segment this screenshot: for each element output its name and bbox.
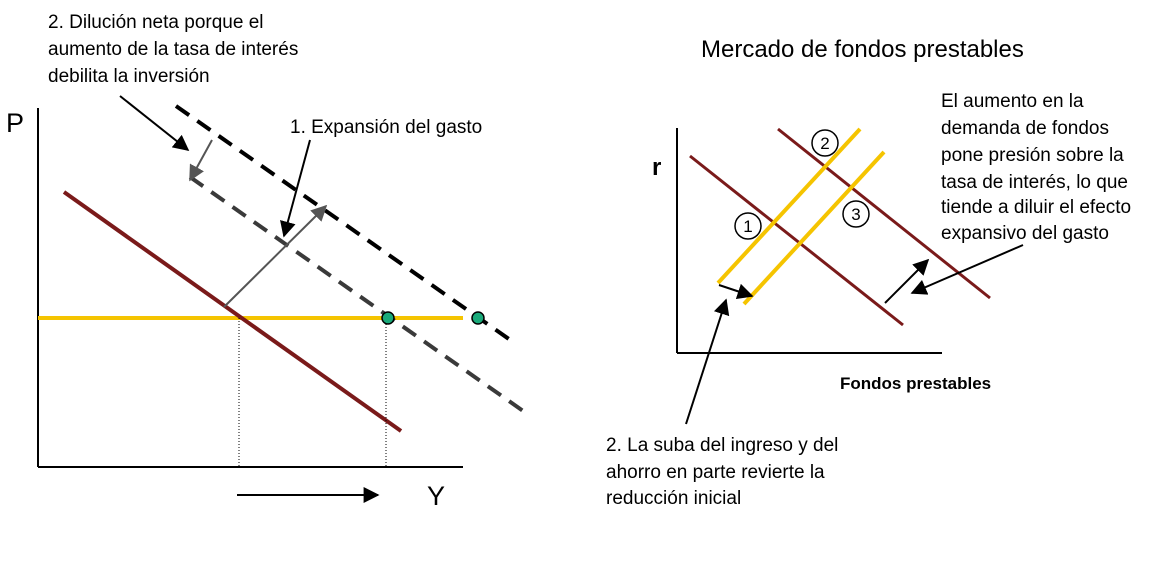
left-net-demand-dashed [188, 175, 528, 415]
step-marker-1-label: 1 [743, 217, 752, 236]
right-supply-shift-arrow [718, 283, 754, 300]
left-annotation-expansion: 1. Expansión del gasto [290, 117, 482, 138]
dilution-line-3: debilita la inversión [48, 66, 210, 87]
income-note-line-3: reducción inicial [606, 488, 741, 509]
expansion-pointer-arrow [280, 139, 311, 238]
left-diagram: P Y 2. Dilución neta porque el aumento d… [6, 12, 528, 511]
income-note-pointer-arrow [685, 298, 730, 425]
dilution-pointer-arrow [119, 95, 190, 151]
right-demand-shift-arrow [884, 258, 930, 304]
demand-note-line-4: tasa de interés, lo que [941, 172, 1128, 193]
left-equilibrium-dot-2 [471, 311, 485, 325]
right-diagram: Mercado de fondos prestables r Fondos pr… [606, 36, 1136, 509]
right-original-supply-line [716, 127, 862, 285]
dilution-line-2: aumento de la tasa de interés [48, 39, 298, 60]
income-note-line-2: ahorro en parte revierte la [606, 462, 825, 483]
demand-note-line-2: demanda de fondos [941, 118, 1109, 139]
right-original-demand-line [689, 154, 904, 327]
step-marker-2-label: 2 [820, 134, 829, 153]
demand-note-line-5: tiende a diluir el efecto [941, 197, 1131, 218]
demand-note-pointer-arrow [910, 244, 1024, 295]
right-annotation-income: 2. La suba del ingreso y del ahorro en p… [606, 435, 844, 509]
right-shifted-supply-line [742, 150, 886, 306]
demand-note-line-3: pone presión sobre la [941, 145, 1124, 166]
left-expanded-demand-dashed [174, 104, 518, 346]
left-x-axis-label: Y [427, 481, 445, 511]
left-equilibrium-dot-1 [381, 311, 395, 325]
step-marker-1: 1 [734, 212, 762, 240]
step-marker-2: 2 [811, 129, 839, 157]
left-y-axis-label: P [6, 108, 24, 138]
right-diagram-title: Mercado de fondos prestables [701, 36, 1024, 63]
demand-note-line-1: El aumento en la [941, 91, 1084, 112]
left-original-demand-line [62, 190, 403, 433]
demand-note-line-6: expansivo del gasto [941, 223, 1109, 244]
income-note-line-1: 2. La suba del ingreso y del [606, 435, 838, 456]
step-marker-3: 3 [842, 200, 870, 228]
dilution-line-1: 2. Dilución neta porque el [48, 12, 263, 33]
left-annotation-dilution: 2. Dilución neta porque el aumento de la… [48, 12, 304, 87]
left-spending-shift-arrow [223, 204, 328, 308]
left-dilution-shift-arrow [189, 139, 213, 182]
right-annotation-demand: El aumento en la demanda de fondos pone … [941, 91, 1136, 244]
right-x-axis-label: Fondos prestables [840, 374, 991, 393]
right-y-axis-label: r [652, 154, 661, 181]
right-shifted-demand-line [777, 127, 991, 300]
step-marker-3-label: 3 [851, 205, 860, 224]
